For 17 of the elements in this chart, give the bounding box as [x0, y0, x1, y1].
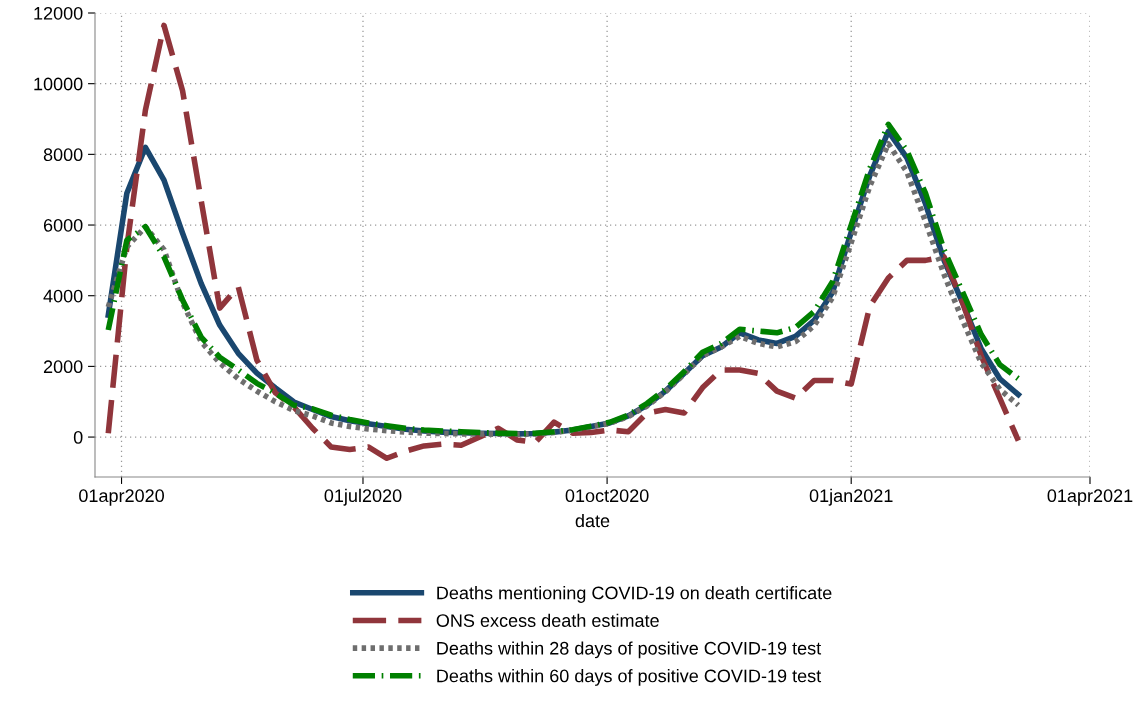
- y-tick-label: 12000: [34, 6, 83, 20]
- y-tick-label: 4000: [43, 289, 83, 303]
- x-tick-label: 01apr2021: [1047, 489, 1133, 506]
- x-axis-title: date: [575, 513, 610, 528]
- x-tick-label: 01oct2020: [565, 489, 649, 503]
- legend-label: Deaths within 28 days of positive COVID-19 test: [437, 641, 822, 659]
- y-tick-label: 2000: [43, 360, 83, 374]
- y-tick-label: 0: [73, 431, 83, 444]
- x-tick-label: 01jan2021: [809, 488, 893, 506]
- legend-label: ONS excess death estimate: [436, 613, 659, 627]
- legend-label: Deaths within 60 days of positive COVID-19 test: [437, 669, 822, 686]
- y-tick-label: 8000: [43, 148, 83, 162]
- x-tick-label: 01jul2020: [324, 488, 402, 506]
- y-tick-label: 10000: [34, 77, 83, 91]
- legend-label: Deaths mentioning COVID-19 on death certificate: [437, 586, 832, 603]
- y-tick-label: 6000: [43, 218, 83, 232]
- x-tick-label: 01apr2020: [79, 489, 164, 506]
